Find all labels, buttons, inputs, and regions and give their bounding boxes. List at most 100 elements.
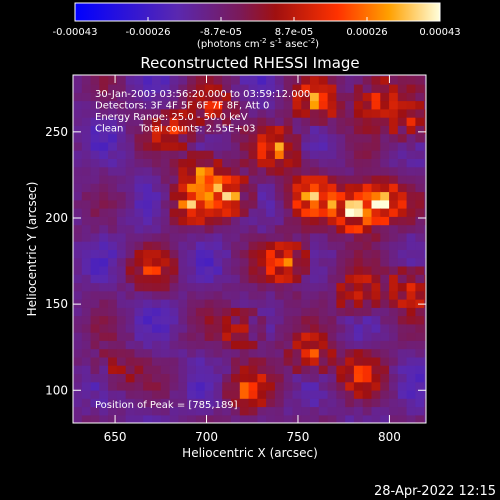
heatmap-cell bbox=[353, 356, 364, 366]
heatmap-cell bbox=[134, 191, 144, 201]
heatmap-cell bbox=[380, 257, 390, 267]
heatmap-cell bbox=[301, 348, 311, 358]
heatmap-cell bbox=[397, 356, 408, 366]
heatmap-cell bbox=[231, 307, 241, 317]
heatmap-cell bbox=[125, 75, 136, 77]
heatmap-cell bbox=[292, 274, 302, 284]
heatmap-cell bbox=[257, 141, 267, 151]
heatmap-cell bbox=[125, 373, 136, 383]
heatmap-cell bbox=[380, 323, 390, 333]
heatmap-cell bbox=[266, 75, 276, 77]
heatmap-cell bbox=[108, 183, 118, 193]
heatmap-cell bbox=[143, 232, 153, 242]
heatmap-cell bbox=[99, 191, 109, 201]
heatmap-cell bbox=[160, 84, 171, 93]
heatmap-cell bbox=[266, 265, 276, 275]
heatmap-cell bbox=[397, 414, 408, 423]
heatmap-cell bbox=[353, 282, 364, 292]
heatmap-cell bbox=[90, 117, 100, 126]
heatmap-cell bbox=[178, 307, 188, 317]
heatmap-cell bbox=[108, 406, 118, 416]
heatmap-cell bbox=[143, 414, 153, 423]
heatmap-cell bbox=[90, 232, 100, 242]
heatmap-cell bbox=[301, 166, 311, 176]
heatmap-cell bbox=[257, 365, 267, 374]
heatmap-cell bbox=[257, 174, 267, 184]
heatmap-cell bbox=[222, 315, 232, 325]
heatmap-cell bbox=[195, 191, 206, 201]
heatmap-cell bbox=[371, 348, 381, 358]
heatmap-cell bbox=[195, 389, 206, 399]
heatmap-cell bbox=[318, 365, 329, 374]
heatmap-cell bbox=[81, 282, 92, 292]
heatmap-cell bbox=[213, 199, 223, 209]
heatmap-cell bbox=[222, 299, 232, 308]
heatmap-cell bbox=[204, 150, 215, 159]
heatmap-cell bbox=[73, 199, 83, 209]
heatmap-cell bbox=[353, 183, 364, 193]
heatmap-cell bbox=[362, 191, 373, 201]
heatmap-cell bbox=[152, 166, 162, 176]
heatmap-cell bbox=[143, 158, 153, 168]
heatmap-cell bbox=[108, 398, 118, 408]
heatmap-cell bbox=[318, 290, 329, 300]
heatmap-cell bbox=[424, 125, 426, 135]
heatmap-cell bbox=[116, 406, 127, 416]
heatmap-cell bbox=[81, 274, 92, 284]
heatmap-cell bbox=[353, 315, 364, 325]
heatmap-cell bbox=[116, 158, 127, 168]
heatmap-cell bbox=[345, 191, 355, 201]
heatmap-cell bbox=[90, 398, 100, 408]
heatmap-cell bbox=[318, 389, 329, 399]
heatmap-cell bbox=[204, 282, 215, 292]
heatmap-cell bbox=[345, 282, 355, 292]
heatmap-cell bbox=[327, 323, 337, 333]
heatmap-cell bbox=[152, 265, 162, 275]
heatmap-cell bbox=[257, 241, 267, 250]
heatmap-cell bbox=[362, 158, 373, 168]
heatmap-cell bbox=[169, 125, 179, 135]
heatmap-cell bbox=[116, 108, 127, 118]
heatmap-cell bbox=[274, 133, 285, 143]
heatmap-cell bbox=[81, 398, 92, 408]
heatmap-cell bbox=[248, 75, 258, 85]
heatmap-cell bbox=[266, 241, 276, 250]
heatmap-cell bbox=[187, 389, 197, 399]
heatmap-cell bbox=[424, 108, 426, 118]
heatmap-cell bbox=[169, 389, 179, 399]
heatmap-cell bbox=[169, 232, 179, 242]
heatmap-cell bbox=[380, 299, 390, 308]
heatmap-cell bbox=[73, 315, 83, 325]
heatmap-cell bbox=[195, 373, 206, 383]
heatmap-cell bbox=[266, 340, 276, 350]
heatmap-cell bbox=[274, 183, 285, 193]
heatmap-cell bbox=[239, 84, 250, 93]
heatmap-cell bbox=[424, 75, 426, 77]
heatmap-cell bbox=[143, 315, 153, 325]
heatmap-cell bbox=[178, 191, 188, 201]
heatmap-cell bbox=[99, 183, 109, 193]
heatmap-cell bbox=[310, 356, 320, 366]
heatmap-cell bbox=[125, 174, 136, 184]
heatmap-cell bbox=[371, 158, 381, 168]
heatmap-cell bbox=[81, 224, 92, 234]
heatmap-cell bbox=[266, 216, 276, 226]
heatmap-cell bbox=[143, 92, 153, 102]
heatmap-cell bbox=[152, 290, 162, 300]
heatmap-cell bbox=[108, 299, 118, 308]
heatmap-cell bbox=[397, 100, 408, 110]
heatmap-cell bbox=[152, 199, 162, 209]
heatmap-cell bbox=[310, 183, 320, 193]
heatmap-cell bbox=[204, 348, 215, 358]
heatmap-cell bbox=[310, 315, 320, 325]
heatmap-cell bbox=[380, 208, 390, 217]
heatmap-cell bbox=[415, 340, 425, 350]
heatmap-cell bbox=[134, 323, 144, 333]
heatmap-cell bbox=[257, 84, 267, 93]
heatmap-cell bbox=[125, 125, 136, 135]
heatmap-cell bbox=[239, 265, 250, 275]
heatmap-cell bbox=[187, 398, 197, 408]
heatmap-cell bbox=[415, 241, 425, 250]
heatmap-cell bbox=[231, 257, 241, 267]
